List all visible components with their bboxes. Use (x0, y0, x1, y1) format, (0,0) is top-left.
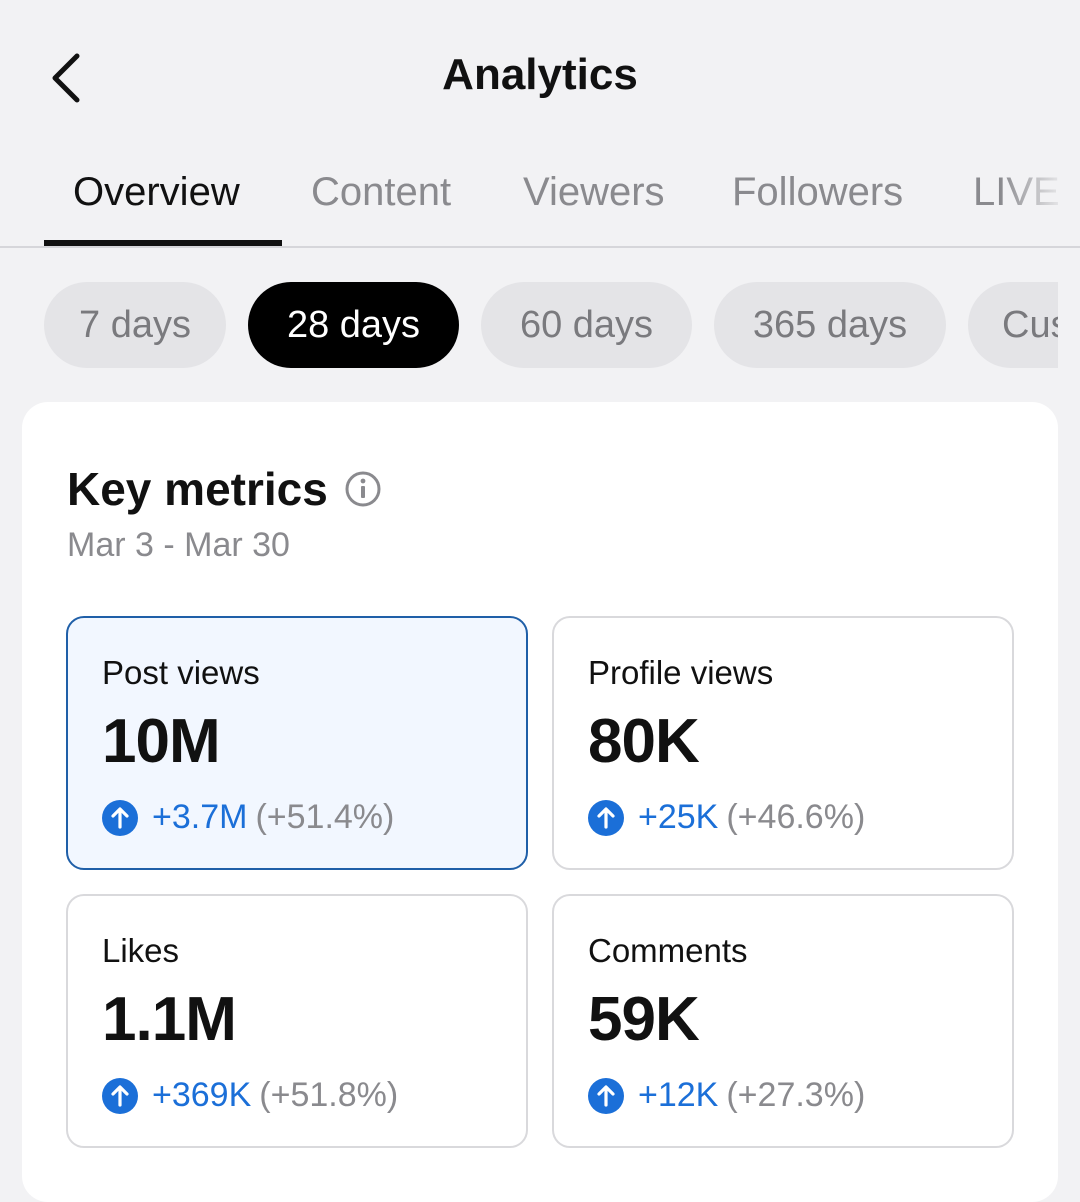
metric-card-comments[interactable]: Comments 59K +12K (+27.3%) (552, 894, 1014, 1148)
metric-card-profile-views[interactable]: Profile views 80K +25K (+46.6%) (552, 616, 1014, 870)
metric-change: +369K (+51.8%) (102, 1076, 398, 1115)
metric-card-post-views[interactable]: Post views 10M +3.7M (+51.4%) (66, 616, 528, 870)
range-chip-60-days[interactable]: 60 days (481, 282, 692, 368)
metric-delta: +3.7M (152, 798, 248, 836)
range-chip-custom[interactable]: Custom (968, 282, 1058, 368)
back-button[interactable] (30, 40, 100, 115)
metric-delta: +25K (638, 798, 719, 836)
key-metrics-date-range: Mar 3 - Mar 30 (67, 526, 290, 564)
metric-percent: (+51.4%) (255, 798, 395, 836)
tab-bar: Overview Content Viewers Followers LIVE (0, 150, 1080, 248)
arrow-up-circle-icon (588, 1077, 624, 1114)
metric-value: 80K (588, 707, 700, 776)
metric-percent: (+27.3%) (726, 1076, 866, 1114)
page-title: Analytics (442, 50, 638, 99)
arrow-up-circle-icon (102, 1077, 138, 1114)
metric-change: +3.7M (+51.4%) (102, 798, 394, 837)
metric-percent: (+51.8%) (259, 1076, 399, 1114)
metric-value: 59K (588, 985, 700, 1054)
metric-change: +25K (+46.6%) (588, 798, 865, 837)
metric-value: 1.1M (102, 985, 237, 1054)
tab-overview[interactable]: Overview (73, 170, 240, 214)
key-metrics-card: Key metrics Mar 3 - Mar 30 Post views 10… (22, 402, 1058, 1202)
metric-card-likes[interactable]: Likes 1.1M +369K (+51.8%) (66, 894, 528, 1148)
arrow-up-circle-icon (102, 799, 138, 836)
arrow-up-circle-icon (588, 799, 624, 836)
metric-value: 10M (102, 707, 221, 776)
key-metrics-title: Key metrics (67, 463, 328, 515)
metric-percent: (+46.6%) (726, 798, 866, 836)
range-chip-7-days[interactable]: 7 days (44, 282, 226, 368)
metric-label: Comments (588, 932, 748, 969)
metric-delta: +12K (638, 1076, 719, 1114)
header: Analytics (0, 0, 1080, 150)
metric-delta: +369K (152, 1076, 252, 1114)
metric-change: +12K (+27.3%) (588, 1076, 865, 1115)
info-icon[interactable] (344, 470, 382, 508)
tab-viewers[interactable]: Viewers (523, 170, 665, 214)
metric-label: Likes (102, 932, 180, 969)
range-chip-365-days[interactable]: 365 days (714, 282, 946, 368)
date-range-selector: 7 days 28 days 60 days 365 days Custom (0, 282, 1058, 370)
metric-label: Profile views (588, 654, 774, 691)
tab-followers[interactable]: Followers (732, 170, 904, 214)
active-tab-indicator (44, 240, 282, 246)
tab-content[interactable]: Content (311, 170, 452, 214)
chevron-left-icon (52, 53, 80, 102)
range-chip-28-days[interactable]: 28 days (248, 282, 459, 368)
tab-scroll-fade (1000, 150, 1080, 246)
metric-label: Post views (102, 654, 260, 691)
